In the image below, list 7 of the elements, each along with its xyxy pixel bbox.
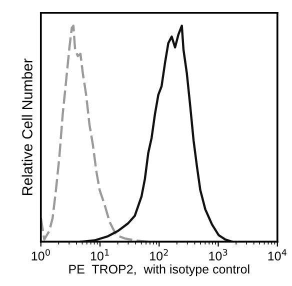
x-tick-label: 10$^{0}$ (32, 249, 50, 260)
x-axis-title: PE TROP2, with isotype control (69, 264, 250, 276)
y-axis-title: Relative Cell Number (22, 58, 32, 195)
x-tick-label: 10$^{2}$ (150, 249, 168, 260)
x-tick-label: 10$^{3}$ (209, 249, 228, 260)
x-tick-label: 10$^{1}$ (90, 249, 109, 260)
x-tick-label: 10$^{4}$ (268, 249, 286, 260)
